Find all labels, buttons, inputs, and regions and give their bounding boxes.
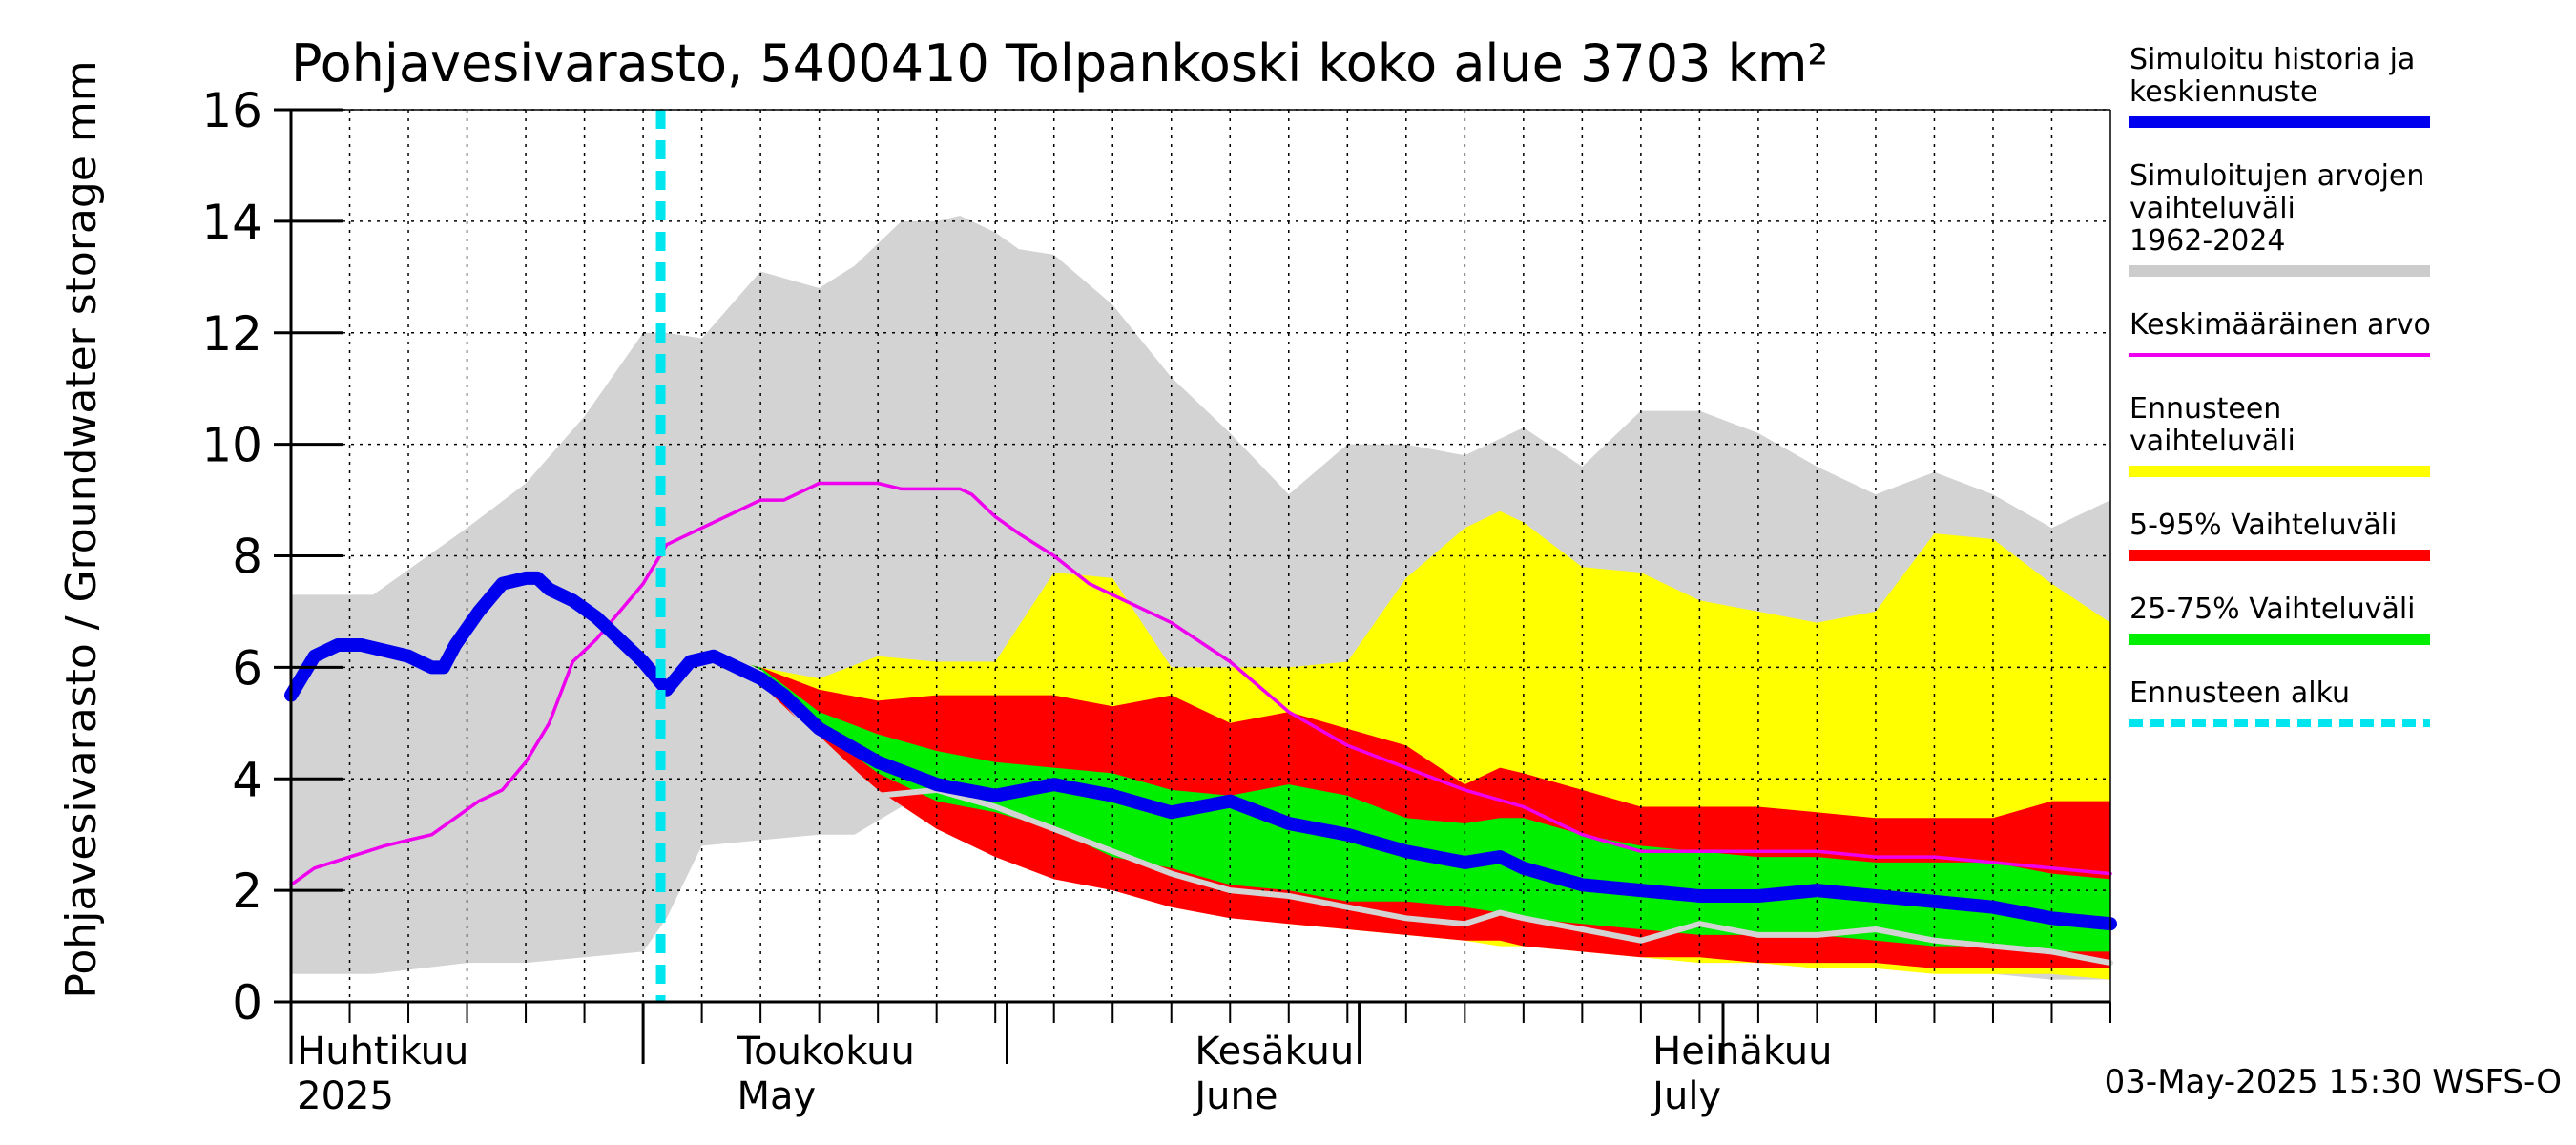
month-label-hein-kuu: Heinäkuu xyxy=(1652,1030,1832,1073)
footer-timestamp: 03-May-2025 15:30 WSFS-O xyxy=(2105,1063,2562,1101)
legend-label-25-75-vaihteluv-li: 25-75% Vaihteluväli xyxy=(2129,593,2416,626)
lines-layer xyxy=(284,110,2117,1002)
legend: Simuloitu historia ja keskiennuste Simuloi… xyxy=(2129,43,2431,727)
y-tick-label-0: 0 xyxy=(232,975,262,1030)
month-label-huhtikuu: Huhtikuu xyxy=(297,1030,468,1073)
band-25-75-vaihteluv-li xyxy=(737,661,2110,952)
y-tick-label-8: 8 xyxy=(232,530,262,585)
month-label-toukokuu: Toukokuu xyxy=(737,1030,915,1073)
legend-label-keskim-r-inen-arvo: Keskimääräinen arvo xyxy=(2129,308,2431,342)
legend-label-simuloitujen-arvojen-vaihteluv-li-1962-2024: Simuloitujen arvojen vaihteluväli 1962-202… xyxy=(2129,159,2424,258)
chart-title: Pohjavesivarasto, 5400410 Tolpankoski ko… xyxy=(291,33,1828,94)
y-axis-label: Pohjavesivarasto / Groundwater storage m… xyxy=(57,60,106,998)
legend-label-simuloitu-historia-ja-keskiennuste: Simuloitu historia ja keskiennuste xyxy=(2129,43,2415,109)
y-tick-label-6: 6 xyxy=(232,640,262,696)
month-sublabel-july: July xyxy=(1650,1074,1721,1118)
legend-label-ennusteen-alku: Ennusteen alku xyxy=(2129,677,2350,710)
line-keskim-r-inen-arvo xyxy=(289,481,2112,887)
month-sublabel-may: May xyxy=(737,1074,817,1118)
legend-label-5-95-vaihteluv-li: 5-95% Vaihteluväli xyxy=(2129,509,2397,542)
y-tick-label-12: 12 xyxy=(201,306,262,362)
y-tick-label-14: 14 xyxy=(201,195,262,250)
month-label-kes-kuu: Kesäkuu xyxy=(1195,1030,1354,1073)
y-tick-label-16: 16 xyxy=(201,83,262,138)
bands-layer xyxy=(291,216,2110,980)
legend-label-ennusteen-vaihteluv-li: Ennusteen vaihteluväli xyxy=(2129,392,2296,458)
y-tick-label-2: 2 xyxy=(232,864,262,919)
month-sublabel-2025: 2025 xyxy=(297,1074,394,1118)
month-sublabel-june: June xyxy=(1192,1074,1278,1118)
y-tick-label-10: 10 xyxy=(201,418,262,473)
y-tick-label-4: 4 xyxy=(232,752,262,807)
line-simuloitu-historia-ja-keskiennuste xyxy=(284,571,2117,931)
